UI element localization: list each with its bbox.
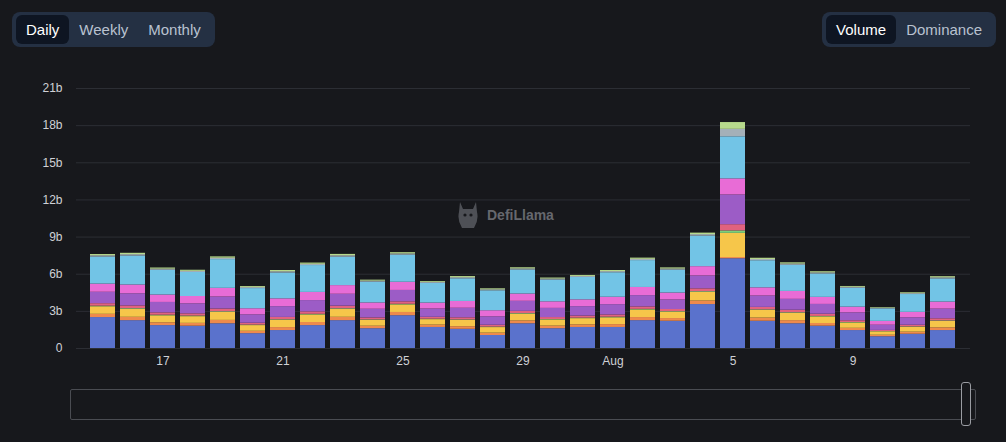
svg-text:29: 29 — [516, 354, 530, 368]
svg-text:25: 25 — [396, 354, 410, 368]
svg-text:17: 17 — [156, 354, 170, 368]
svg-text:6b: 6b — [49, 267, 63, 281]
svg-text:21b: 21b — [42, 81, 62, 95]
svg-text:21: 21 — [276, 354, 290, 368]
html-text:DefiLlama: DefiLlama — [487, 207, 554, 223]
svg-text:3b: 3b — [49, 304, 63, 318]
html-text:Volume: Volume — [836, 21, 887, 38]
html-text:Monthly: Monthly — [148, 21, 201, 38]
svg-text:9: 9 — [850, 354, 857, 368]
svg-text:0: 0 — [56, 341, 63, 355]
svg-text:18b: 18b — [42, 118, 62, 132]
svg-text:9b: 9b — [49, 230, 63, 244]
svg-text:5: 5 — [730, 354, 737, 368]
html-text:Daily: Daily — [26, 21, 60, 38]
html-text:Dominance: Dominance — [906, 21, 982, 38]
svg-text:15b: 15b — [42, 156, 62, 170]
svg-text:Aug: Aug — [602, 354, 623, 368]
svg-text:12b: 12b — [42, 193, 62, 207]
html-text:Weekly: Weekly — [79, 21, 129, 38]
